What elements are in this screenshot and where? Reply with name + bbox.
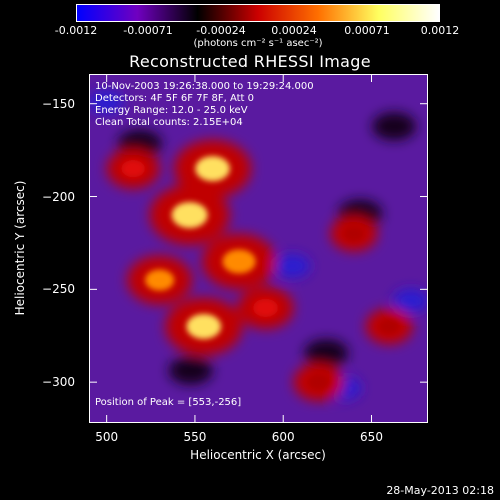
heatmap-peak [145,269,175,291]
heatmap-negative-region [274,253,311,278]
colorbar [76,4,440,22]
heatmap-peak [121,160,145,178]
colorbar-ticks: -0.0012 -0.00071 -0.00024 0.00024 0.0007… [0,0,500,60]
heatmap-trough [304,339,349,368]
x-tick-label: 500 [95,430,119,444]
heatmap-trough [372,112,417,141]
heatmap-trough [168,356,213,385]
x-tick-label: 650 [360,430,383,444]
heatmap-peak [171,202,208,229]
annotation-detectors: Detectors: 4F 5F 6F 7F 8F, Att 0 [95,93,255,104]
annotation-time-range: 10-Nov-2003 19:26:38.000 to 19:29:24.000 [95,81,314,92]
heatmap-svg [89,74,428,423]
x-axis-label: Heliocentric X (arcsec) [190,448,326,462]
colorbar-tick-label: -0.00024 [196,24,246,37]
heatmap-peak [343,226,365,242]
y-axis-label: Heliocentric Y (arcsec) [13,180,27,316]
annotation-peak-position: Position of Peak = [553,-256] [95,397,242,408]
x-tick-label: 600 [271,430,295,444]
y-tick-label: −150 [42,96,75,111]
x-tick-label: 550 [183,430,207,444]
heatmap-peak [253,298,278,317]
colorbar-tick-label: 0.00071 [344,24,390,37]
plot-title: Reconstructed RHESSI Image [129,52,371,71]
colorbar-units: (photons cm⁻² s⁻¹ asec⁻²) [193,38,323,49]
heatmap-peak [307,374,330,391]
heatmap-image [89,74,428,423]
colorbar-tick-label: -0.00071 [123,24,173,37]
colorbar-tick-label: 0.00024 [271,24,317,37]
y-tick-label: −200 [42,189,75,204]
heatmap-cores [121,156,400,391]
heatmap-peak [195,156,230,182]
y-tick-label: −250 [42,282,75,297]
plot-frame [89,74,428,423]
annotation-total-counts: Clean Total counts: 2.15E+04 [95,117,243,128]
heatmap-negative-region [89,89,124,114]
colorbar-tick-label: -0.0012 [54,24,98,37]
heatmap-peak [378,318,400,334]
y-tick-label: −300 [42,375,75,390]
annotation-energy-range: Energy Range: 12.0 - 25.0 keV [95,105,248,116]
colorbar-tick-label: 0.0012 [420,24,460,37]
timestamp: 28-May-2013 02:18 [386,484,494,497]
heatmap-peak [222,249,256,274]
heatmap-peak [186,313,222,339]
heatmap-negative-region [393,288,428,313]
